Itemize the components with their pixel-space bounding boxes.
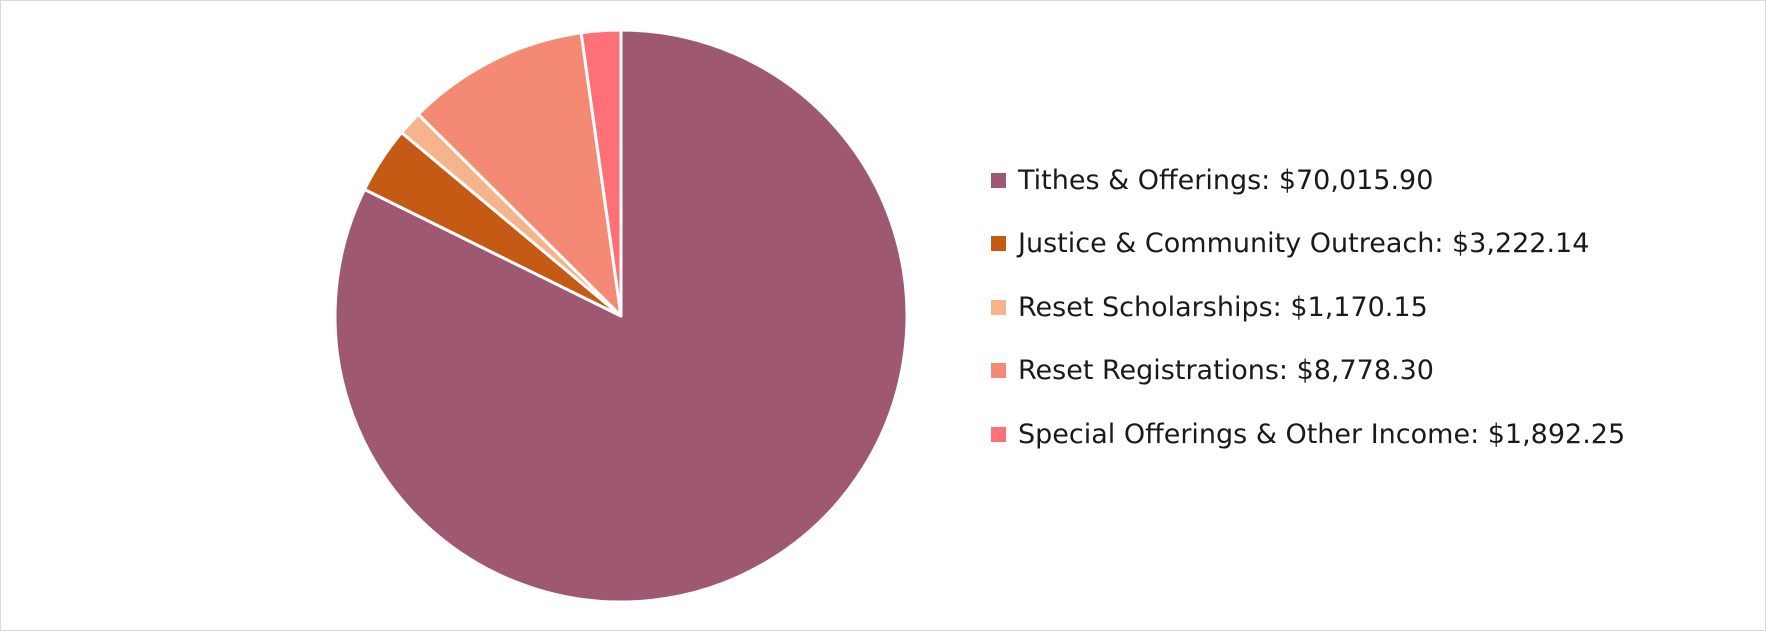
legend-item-3: Reset Registrations: $8,778.30 [991,352,1625,390]
pie-slice-4 [579,28,623,318]
pie-slice-3 [416,31,623,318]
legend-label: Reset Registrations: $8,778.30 [1018,355,1434,386]
legend-item-4: Special Offerings & Other Income: $1,892… [991,415,1625,453]
legend-swatch [991,426,1006,442]
legend-swatch [991,236,1006,251]
legend-label: Special Offerings & Other Income: $1,892… [1018,418,1626,450]
pie-chart [333,28,909,604]
legend-label: Reset Scholarships: $1,170.15 [1018,291,1428,323]
legend-item-2: Reset Scholarships: $1,170.15 [991,288,1625,326]
legend-item-0: Tithes & Offerings: $70,015.90 [991,161,1625,199]
legend-swatch [991,363,1006,378]
legend-label: Justice & Community Outreach: $3,222.14 [1018,228,1590,259]
legend-item-1: Justice & Community Outreach: $3,222.14 [991,225,1625,263]
legend-label: Tithes & Offerings: $70,015.90 [1018,164,1434,196]
legend-swatch [991,172,1006,188]
legend: Tithes & Offerings: $70,015.90 Justice & … [991,161,1625,479]
legend-swatch [991,299,1006,315]
